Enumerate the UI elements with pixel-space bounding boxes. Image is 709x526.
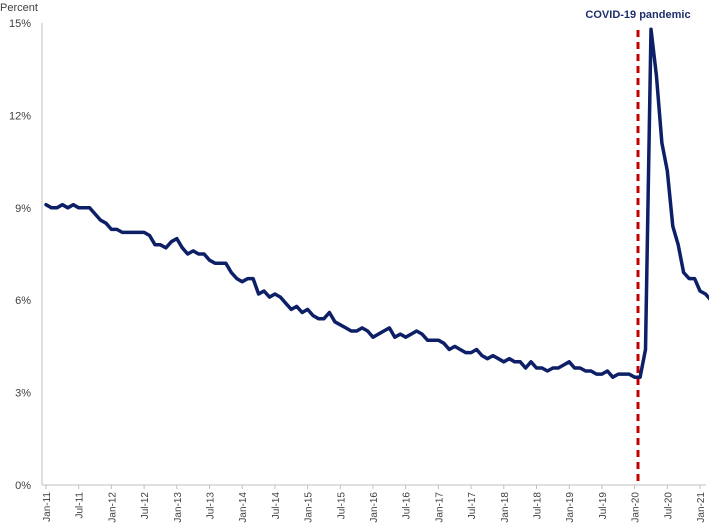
y-axis-title: Percent [0,2,38,14]
x-tick-label: Jan-16 [369,492,380,523]
y-tick-label: 6% [15,295,31,307]
y-axis: 0% 3% 6% 9% 12% 15% [9,18,43,492]
x-tick-label: Jan-13 [173,492,184,523]
x-tick-label: Jul-20 [663,492,674,520]
x-tick-label: Jan-18 [500,492,511,523]
x-tick-label: Jul-13 [206,492,217,520]
x-tick-label: Jan-11 [42,492,53,522]
y-tick-label: 3% [15,388,31,400]
y-tick-label: 9% [15,203,31,215]
x-axis: Jan-11 Jul-11 Jan-12 Jul-12 Jan-13 Jul-13 Jan-… [42,484,707,523]
x-tick-label: Jan-14 [238,492,249,523]
y-tick-label: 15% [9,18,31,30]
x-tick-label: Jul-14 [271,492,282,520]
unemployment-rate-line [44,27,709,379]
x-tick-label: Jan-21 [696,492,707,523]
x-tick-label: Jan-20 [631,492,642,523]
x-tick-label: Jan-12 [107,492,118,523]
x-tick-label: Jul-18 [533,492,544,520]
x-tick-label: Jul-17 [467,492,478,520]
x-tick-label: Jul-19 [598,492,609,520]
covid-annotation-label: COVID-19 pandemic [585,9,690,21]
x-tick-label: Jul-12 [140,492,151,520]
covid-annotation: COVID-19 pandemic [585,9,691,485]
x-tick-label: Jul-11 [75,492,86,519]
y-tick-label: 12% [9,110,31,122]
x-tick-label: Jan-17 [434,492,445,523]
x-tick-label: Jul-15 [336,492,347,520]
x-tick-label: Jan-19 [565,492,576,523]
x-tick-label: Jan-15 [304,492,315,523]
y-tick-label: 0% [15,480,31,492]
x-tick-label: Jul-16 [402,492,413,520]
